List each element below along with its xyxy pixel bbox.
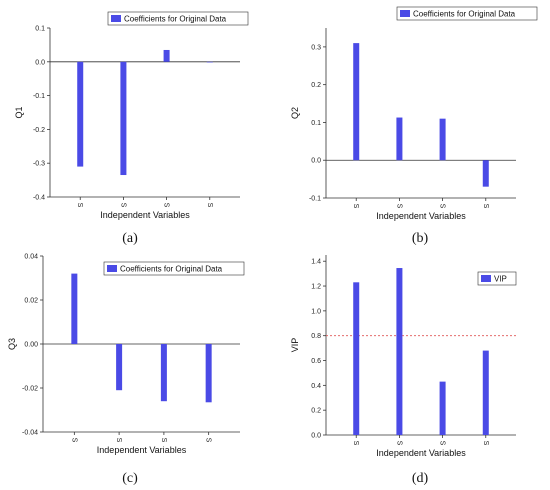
legend-label: Coefficients for Original Data [120,265,223,274]
x-tick-label: S [119,203,126,208]
bar [116,344,123,391]
y-tick-label: 0.4 [311,383,321,390]
panel-a: -0.4 -0.3 -0.2 -0.1 0.0 0.1 S S S S Independent Va… [14,11,249,246]
y-tick-label: 0.04 [24,254,38,261]
legend-label: VIP [494,275,507,284]
y-tick-label: 0.0 [311,433,321,440]
bar [482,350,489,435]
y-tick-label: 0.2 [311,82,321,89]
bar [206,61,213,63]
y-tick-label: 0.00 [24,342,38,349]
legend-swatch [111,15,121,22]
y-tick-label: 0.8 [311,333,321,340]
panel-d: 0.0 0.2 0.4 0.6 0.8 1.0 1.2 1.4 S S S S Independent … [290,255,517,486]
panel-label: (a) [122,231,138,246]
legend-swatch [107,265,117,272]
bar [163,49,170,62]
x-tick-label: S [395,204,402,209]
y-axis-title: Q2 [290,107,300,119]
y-tick-label: 0.0 [35,59,45,66]
y-axis-title: Q1 [14,106,24,118]
y-tick-label: 0.2 [311,408,321,415]
y-tick-label: 0.0 [311,158,321,165]
x-tick-label: S [76,203,83,208]
y-tick-label: -0.1 [309,196,321,203]
legend-swatch [400,10,410,17]
x-tick-label: S [70,438,77,443]
panel-label: (d) [412,471,429,486]
y-tick-label: -0.2 [33,127,45,134]
bar [71,273,78,344]
legend-box [103,261,245,276]
y-tick-label: -0.3 [33,161,45,168]
x-tick-label: S [352,441,359,446]
y-tick-label: 0.1 [35,26,45,33]
x-axis-title: Independent Variables [97,445,187,455]
x-tick-label: S [352,204,359,209]
y-tick-label: 1.0 [311,308,321,315]
x-tick-label: S [482,441,489,446]
legend-box [396,6,538,21]
legend-label: Coefficients for Original Data [413,10,516,19]
legend-swatch [481,275,491,282]
bar [77,61,84,167]
bar [482,160,489,187]
legend-label: Coefficients for Original Data [124,15,227,24]
x-tick-label: S [160,438,167,443]
x-tick-label: S [395,441,402,446]
x-tick-label: S [115,438,122,443]
panel-label: (b) [412,231,429,246]
y-tick-label: 0.1 [311,120,321,127]
bar [439,381,446,435]
y-tick-label: -0.4 [33,195,45,202]
x-axis-title: Independent Variables [100,210,190,220]
panel-b: -0.1 0.0 0.1 0.2 0.3 S S S S Independent Variable… [290,6,538,246]
bar [439,118,446,161]
legend-box [107,11,249,26]
x-tick-label: S [439,204,446,209]
y-tick-label: 0.02 [24,298,38,305]
y-tick-label: 1.4 [311,259,321,266]
y-axis-title: VIP [290,338,300,353]
y-tick-label: -0.04 [22,430,38,437]
panel-label: (c) [122,471,138,486]
x-axis-title: Independent Variables [376,448,466,458]
bar [396,268,403,435]
y-tick-label: -0.1 [33,93,45,100]
y-axis-title: Q3 [7,338,17,350]
panel-c: -0.04 -0.02 0.00 0.02 0.04 S S S S Independent Va… [7,254,245,486]
x-tick-label: S [206,203,213,208]
bar [160,344,167,402]
x-tick-label: S [163,203,170,208]
bar [396,117,403,161]
y-tick-label: 0.3 [311,44,321,51]
x-axis-title: Independent Variables [376,211,466,221]
bar [205,344,212,403]
bar [353,282,360,435]
x-tick-label: S [482,204,489,209]
x-tick-label: S [439,441,446,446]
bar [120,61,127,176]
y-tick-label: 0.6 [311,358,321,365]
x-tick-label: S [205,438,212,443]
y-tick-label: -0.02 [22,386,38,393]
bar [353,43,360,161]
y-tick-label: 1.2 [311,284,321,291]
